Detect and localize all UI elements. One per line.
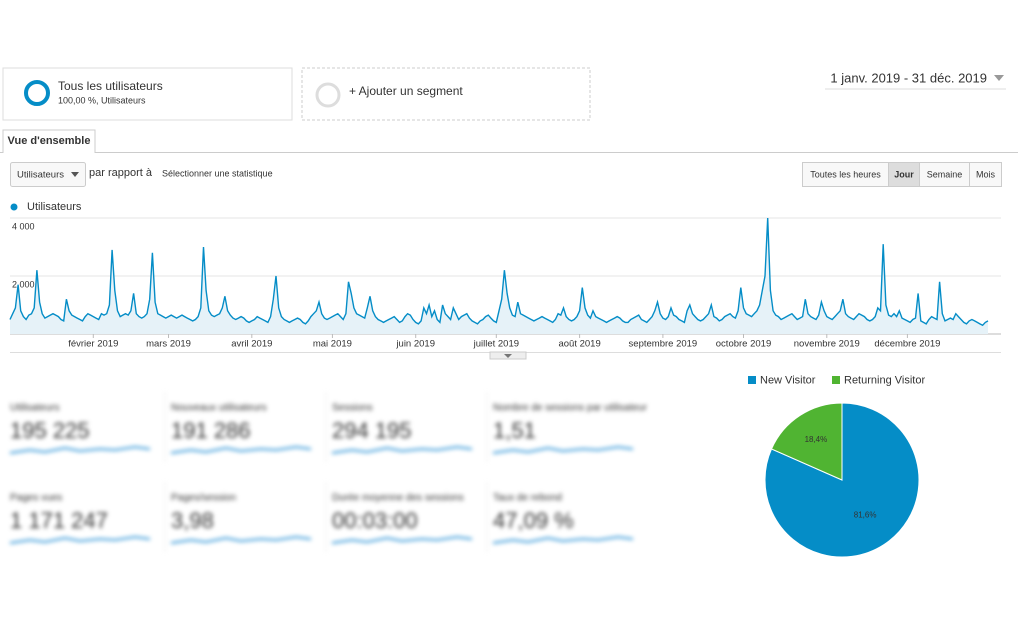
period-button[interactable] [969, 162, 1002, 187]
metric-value: 00:03:00 [332, 508, 418, 533]
expand-arrow [504, 354, 512, 358]
x-tick-label: juillet 2019 [473, 339, 519, 350]
legend-dot [10, 203, 18, 211]
metric-sparkline [170, 535, 312, 544]
metric-value: 3,98 [171, 508, 214, 533]
add-segment[interactable] [301, 67, 591, 121]
metric-dropdown[interactable] [10, 162, 86, 187]
y-tick-label: 2 000 [12, 279, 35, 289]
pie-label: 81,6% [854, 511, 877, 520]
metric-value: 1 171 247 [10, 508, 108, 533]
pie-label: 18,4% [805, 435, 828, 444]
add-segment-label: + Ajouter un segment [349, 84, 463, 98]
metric-dropdown-label: Utilisateurs [17, 170, 64, 181]
date-range[interactable]: 1 janv. 2019 - 31 déc. 2019 [830, 70, 987, 85]
line [9, 217, 989, 327]
metric-value: 191 286 [171, 418, 251, 443]
metric-value: 294 195 [332, 418, 412, 443]
add-segment-icon [315, 82, 341, 108]
metric-sparkline [492, 445, 634, 454]
legend-swatch [832, 376, 840, 384]
x-tick-label: décembre 2019 [874, 339, 940, 350]
tab-label: Vue d'ensemble [8, 135, 91, 147]
metric-label: Utilisateurs [10, 403, 59, 414]
x-tick-label: avril 2019 [231, 339, 272, 350]
segment-card[interactable] [2, 67, 293, 121]
metric-sparkline [331, 445, 473, 454]
legend-label: Utilisateurs [27, 201, 82, 213]
metric-label: Taux de rebond [493, 493, 562, 504]
period-label: Semaine [927, 169, 963, 179]
dropdown-arrow [71, 172, 79, 177]
period-label: Mois [976, 169, 996, 179]
legend-label: Returning Visitor [844, 374, 925, 386]
metric-value: 195 225 [10, 418, 90, 443]
metric-sparkline [492, 535, 634, 544]
metric-label: Sessions [332, 403, 373, 414]
segment-subtitle: 100,00 %, Utilisateurs [58, 95, 146, 105]
x-tick-label: juin 2019 [395, 339, 435, 350]
metric-label: Pages/session [171, 493, 236, 504]
segment-title: Tous les utilisateurs [58, 79, 163, 93]
y-tick-label: 4 000 [12, 221, 35, 231]
metric-sparkline [331, 535, 473, 544]
metric-sparkline [9, 535, 151, 544]
legend-label: New Visitor [760, 374, 816, 386]
segment-icon [24, 80, 50, 106]
x-tick-label: octobre 2019 [716, 339, 771, 350]
pie-slice [770, 402, 843, 481]
x-tick-label: mars 2019 [146, 339, 191, 350]
x-tick-label: août 2019 [558, 339, 600, 350]
x-tick-label: septembre 2019 [629, 339, 698, 350]
select-metric-link[interactable]: Sélectionner une statistique [162, 168, 273, 178]
metric-sparkline [170, 445, 312, 454]
legend-swatch [748, 376, 756, 384]
metric-label: Pages vues [10, 493, 62, 504]
period-label: Jour [894, 169, 914, 179]
x-tick-label: février 2019 [68, 339, 118, 350]
metric-label: Nouveaux utilisateurs [171, 403, 267, 414]
date-arrow [994, 75, 1004, 81]
period-button[interactable] [888, 162, 920, 187]
compare-label: par rapport à [89, 167, 153, 179]
x-tick-label: mai 2019 [313, 339, 352, 350]
tab[interactable] [2, 129, 96, 153]
metric-sparkline [9, 445, 151, 454]
x-tick-label: novembre 2019 [794, 339, 860, 350]
metric-label: Durée moyenne des sessions [332, 493, 464, 504]
metric-value: 1,51 [493, 418, 536, 443]
period-button[interactable] [919, 162, 970, 187]
period-button[interactable] [802, 162, 889, 187]
metric-value: 47,09 % [493, 508, 574, 533]
period-label: Toutes les heures [810, 169, 881, 179]
metric-label: Nombre de sessions par utilisateur [493, 403, 648, 414]
